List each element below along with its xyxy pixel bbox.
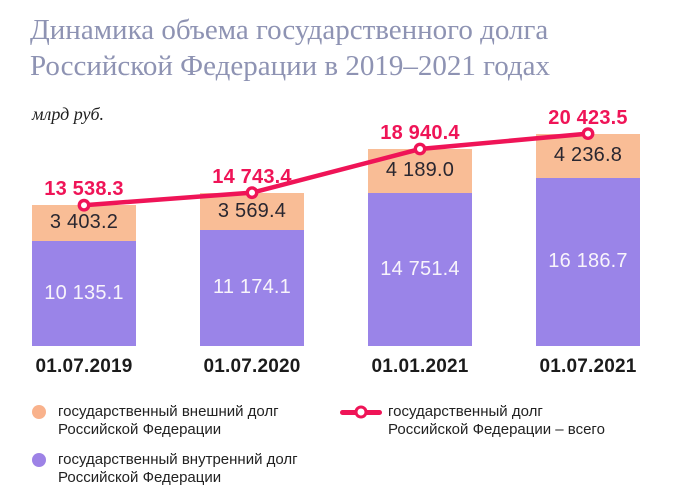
x-axis-label: 01.01.2021 [371,356,469,377]
unit-label: млрд руб. [32,104,105,124]
legend-label-total: государственный долг Российской Федераци… [388,403,605,438]
external-debt-swatch-icon [32,405,46,419]
legend-item-internal-debt: государственный внутренний долг Российск… [32,451,298,486]
bar-segment-internal-debt: 11 174.1 [200,229,304,346]
legend-label-total-line2: Российской Федерации – всего [388,420,605,438]
bar-value-label-internal: 16 186.7 [548,250,628,273]
legend-label-external-line1: государственный внешний долг [58,403,279,420]
legend-label-internal-line1: государственный внутренний долг [58,451,298,468]
legend-label-external: государственный внешний долг Российской … [58,403,279,438]
bar-segment-external-debt: 4 189.0 [368,149,472,193]
total-value-label: 13 538.3 [44,178,124,200]
page-title-line1: Динамика объема государственного долга [30,14,549,46]
x-axis-label: 01.07.2019 [35,356,133,377]
bar-segment-internal-debt: 10 135.1 [32,240,136,346]
total-line-swatch-icon [340,405,382,419]
bar-value-label-external: 4 236.8 [553,144,623,167]
bar-segment-internal-debt: 14 751.4 [368,192,472,346]
total-value-label: 20 423.5 [548,107,628,129]
total-line-marker-icon [354,405,368,419]
legend-label-total-line1: государственный долг [388,403,543,420]
bar-segment-external-debt: 3 403.2 [32,205,136,241]
bar-segment-external-debt: 4 236.8 [536,133,640,178]
legend-label-external-line2: Российской Федерации [58,420,222,438]
internal-debt-swatch-icon [32,453,46,467]
page-title: Динамика объема государственного долга Р… [30,12,590,84]
bar-value-label-external: 4 189.0 [385,159,455,182]
x-axis-label: 01.07.2021 [539,356,637,377]
page-title-line2: Российской Федерации в 2019–2021 годах [30,50,551,82]
bar-value-label-external: 3 569.4 [217,199,287,222]
legend-label-internal-line2: Российской Федерации [58,468,222,486]
bar-value-label-external: 3 403.2 [49,211,119,234]
bar-segment-internal-debt: 16 186.7 [536,177,640,346]
x-axis-label: 01.07.2020 [203,356,301,377]
bar-segment-external-debt: 3 569.4 [200,192,304,230]
bar-value-label-internal: 14 751.4 [380,257,460,280]
total-value-label: 18 940.4 [380,122,460,144]
legend-item-external-debt: государственный внешний долг Российской … [32,403,279,438]
bar-value-label-internal: 11 174.1 [213,276,291,299]
legend-label-internal: государственный внутренний долг Российск… [58,451,298,486]
legend-item-total-debt: государственный долг Российской Федераци… [340,403,605,438]
bar-value-label-internal: 10 135.1 [44,281,124,304]
total-value-label: 14 743.4 [212,166,292,188]
